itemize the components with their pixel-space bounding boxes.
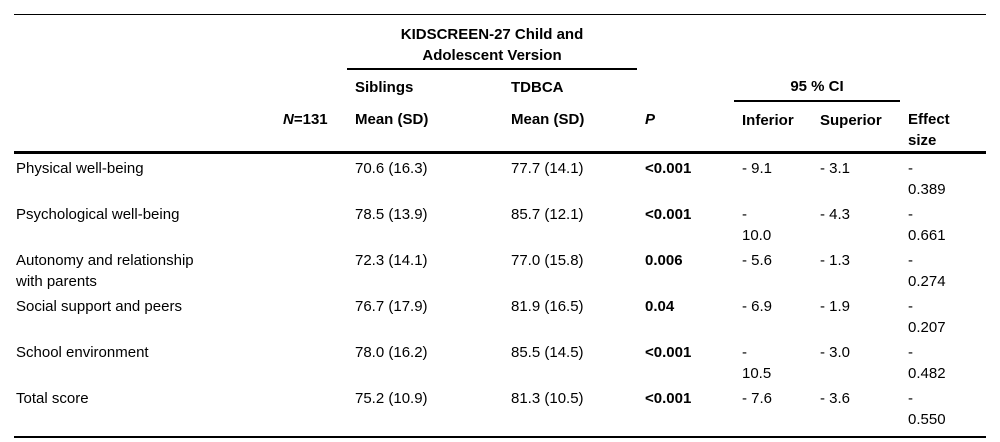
row-label: Physical well-being [16,160,144,177]
siblings-mean-sd-header: Mean (SD) [347,100,503,154]
ci-inferior-header: Inferior [734,100,812,154]
effect-size-cell: - 0.550 [900,384,986,438]
n-cell [280,338,347,384]
tdbca-mean-cell: 81.9 (16.5) [511,298,584,315]
n-cell [280,292,347,338]
header-row-group: KIDSCREEN-27 Child and Adolescent Versio… [14,14,986,70]
table-row-social-support-peers: Social support and peers 76.7 (17.9) 81.… [14,292,986,338]
n-symbol: N [283,110,294,128]
ci-superior-header: Superior [812,100,900,154]
ci-superior-cell: - 3.6 [812,384,900,438]
tdbca-mean-cell: 77.0 (15.8) [511,252,584,269]
table-row-psychological-well-being: Psychological well-being 78.5 (13.9) 85.… [14,200,986,246]
ci-superior-cell: - 3.0 [820,344,851,361]
header-row-stats: N=131 Mean (SD) Mean (SD) P Inferior Sup… [14,100,986,154]
effect-size-cell: - 0.482 [908,344,946,382]
tdbca-mean-cell: 85.5 (14.5) [511,344,584,361]
effect-size-cell: - 0.274 [908,252,946,290]
table-row-physical-well-being: Physical well-being 70.6 (16.3) 77.7 (14… [14,153,986,201]
n-cell [280,246,347,292]
ci-inferior-cell: - 10.5 [742,344,772,382]
p-value-cell: <0.001 [645,206,692,223]
table-row-autonomy-parents: Autonomy and relationship with parents 7… [14,246,986,292]
effect-size-cell: - 0.207 [908,298,946,336]
ci-inferior-cell: - 9.1 [742,160,773,177]
blank-cell [14,69,347,101]
table-row-total-score: Total score 75.2 (10.9) 81.3 (10.5) <0.0… [14,384,986,438]
row-label: School environment [16,344,149,361]
ci-inferior-cell: - 6.9 [742,298,773,315]
ci-inferior-cell: - 10.0 [742,206,772,244]
p-value-cell: 0.04 [645,298,675,315]
siblings-mean-cell: 76.7 (17.9) [355,298,428,315]
blank-cell [637,15,986,69]
blank-cell [900,69,986,101]
kidscreen-group-header: KIDSCREEN-27 Child and Adolescent Versio… [347,14,637,70]
ci-superior-cell: - 1.3 [820,252,851,269]
ci-superior-cell: - 4.3 [820,206,851,223]
siblings-mean-cell: 72.3 (14.1) [355,252,428,269]
blank-cell [14,100,280,154]
row-label: Autonomy and relationship with parents [16,252,194,290]
effect-size-cell: - 0.389 [908,160,946,198]
header-row-subgroups: Siblings TDBCA 95 % CI [14,68,986,102]
ci-superior-cell: - 3.1 [820,160,851,177]
p-value-cell: <0.001 [637,384,734,438]
n-value: =131 [293,110,328,128]
siblings-column-header: Siblings [355,78,414,96]
siblings-mean-cell: 78.0 (16.2) [355,344,428,361]
row-label: Total score [14,384,280,438]
siblings-mean-cell: 70.6 (16.3) [355,160,428,177]
p-value-cell: <0.001 [645,344,692,361]
tdbca-mean-cell: 81.3 (10.5) [503,384,637,438]
p-value-cell: 0.006 [645,252,683,269]
blank-cell [637,69,734,101]
p-value-header: P [637,100,734,154]
kidscreen-comparison-table: KIDSCREEN-27 Child and Adolescent Versio… [14,14,986,438]
ci-superior-cell: - 1.9 [820,298,851,315]
table-row-school-environment: School environment 78.0 (16.2) 85.5 (14.… [14,338,986,384]
siblings-mean-cell: 75.2 (10.9) [347,384,503,438]
tdbca-mean-cell: 77.7 (14.1) [511,160,584,177]
tdbca-mean-cell: 85.7 (12.1) [511,206,584,223]
row-label: Psychological well-being [16,206,180,223]
ci-inferior-cell: - 7.6 [734,384,812,438]
blank-cell [14,15,347,69]
p-value-cell: <0.001 [645,160,692,177]
n-cell [280,153,347,201]
ci-group-header: 95 % CI [734,68,900,102]
ci-inferior-cell: - 5.6 [742,252,773,269]
effect-size-cell: - 0.661 [908,206,946,244]
sample-size-header: N=131 [280,100,347,154]
n-cell [280,384,347,438]
row-label: Social support and peers [16,298,182,315]
effect-size-header: Effect size [900,100,986,154]
n-cell [280,200,347,246]
siblings-mean-cell: 78.5 (13.9) [355,206,428,223]
tdbca-column-header: TDBCA [511,78,564,96]
tdbca-mean-sd-header: Mean (SD) [503,100,637,154]
